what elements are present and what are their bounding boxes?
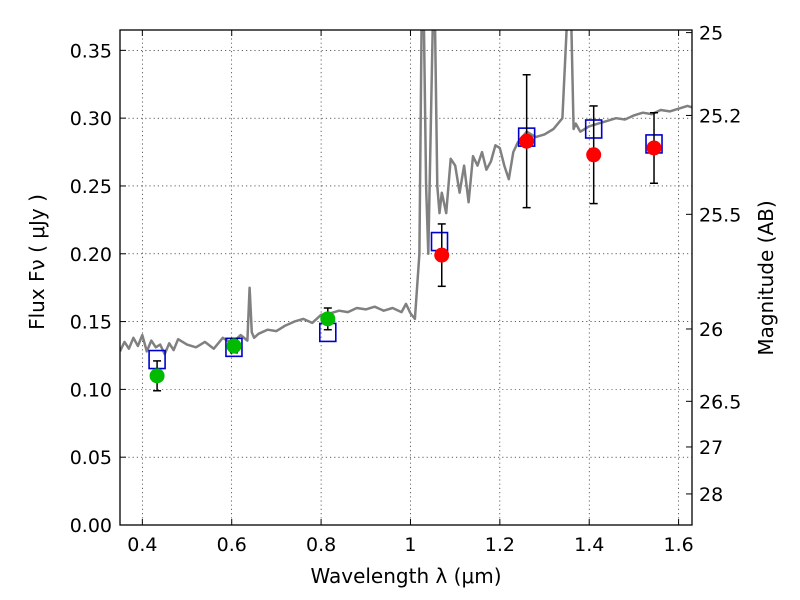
y-axis-ticks: 0.00 0.05 0.10 0.15 0.20 0.25 0.30 0.35 [70, 40, 126, 537]
y2-tick-label: 26 [699, 319, 723, 341]
x-axis-ticks: 0.4 0.6 0.8 1 1.2 1.4 1.6 [127, 30, 694, 556]
model-point-square [225, 337, 243, 358]
y-axis-label: Flux Fν ( μJy ) [25, 194, 49, 330]
observed-points-group [149, 74, 662, 392]
y-tick-label: 0.25 [70, 176, 112, 198]
template-spectrum-group [120, 30, 692, 356]
y-tick-label: 0.30 [70, 108, 112, 130]
y2-axis-ticks: 25 25.2 25.5 26 26.5 27 28 [686, 23, 741, 506]
nir-observed-point [434, 247, 450, 263]
x-tick-label: 0.4 [127, 534, 157, 556]
y2-tick-label: 28 [699, 484, 723, 506]
y2-tick-label: 25.5 [699, 204, 741, 226]
plot-frame [119, 29, 693, 526]
y2-tick-label: 26.5 [699, 391, 741, 413]
y2-tick-label: 27 [699, 437, 723, 459]
x-tick-label: 1.6 [663, 534, 693, 556]
y2-tick-label: 25.2 [699, 105, 741, 127]
plot-background [120, 30, 692, 525]
nir-observed-point [586, 147, 602, 163]
y-tick-label: 0.15 [70, 312, 112, 334]
nir-observed-point [519, 133, 535, 149]
optical-observed-point [226, 338, 242, 354]
y2-tick-label: 25 [699, 23, 723, 45]
x-axis-label: Wavelength λ (μm) [310, 564, 501, 588]
nir-observed-point [646, 140, 662, 156]
optical-observed-point [149, 368, 165, 384]
optical-observed-point [320, 311, 336, 327]
template-spectrum-line [120, 30, 692, 356]
y-tick-label: 0.20 [70, 244, 112, 266]
y2-axis-label: Magnitude (AB) [754, 200, 778, 355]
x-tick-label: 1.4 [574, 534, 604, 556]
x-tick-label: 1.2 [485, 534, 515, 556]
x-tick-label: 0.8 [306, 534, 336, 556]
y-tick-label: 0.00 [70, 515, 112, 537]
y-tick-label: 0.35 [70, 40, 112, 62]
y-tick-label: 0.10 [70, 379, 112, 401]
x-tick-label: 0.6 [217, 534, 247, 556]
x-tick-label: 1 [404, 534, 416, 556]
y-tick-label: 0.05 [70, 447, 112, 469]
